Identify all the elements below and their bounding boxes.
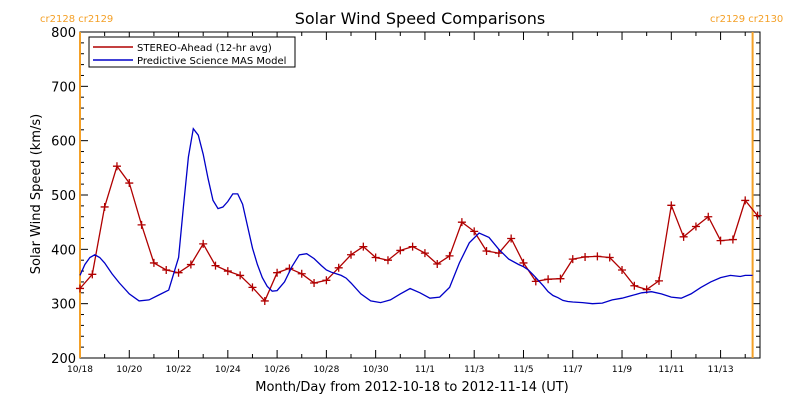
- data-point-stereo: [544, 275, 553, 284]
- x-tick-label: 11/9: [612, 365, 632, 375]
- data-point-stereo: [507, 234, 516, 243]
- x-tick-label: 10/26: [264, 365, 290, 375]
- data-point-stereo: [137, 220, 146, 229]
- x-tick-label: 11/7: [563, 365, 583, 375]
- y-tick-label: 400: [51, 243, 76, 258]
- series-line-mas: [79, 127, 753, 305]
- x-tick-label: 10/30: [363, 365, 389, 375]
- data-point-stereo: [359, 242, 368, 251]
- data-point-stereo: [347, 250, 356, 259]
- data-point-stereo: [162, 265, 171, 274]
- data-point-stereo: [470, 227, 479, 236]
- data-point-stereo: [519, 258, 528, 267]
- data-point-stereo: [334, 263, 343, 272]
- legend-label-stereo: STEREO-Ahead (12-hr avg): [137, 43, 272, 54]
- data-point-stereo: [679, 232, 688, 241]
- data-point-stereo: [457, 218, 466, 227]
- data-point-stereo: [704, 212, 713, 221]
- data-point-stereo: [408, 242, 417, 251]
- data-point-stereo: [100, 202, 109, 211]
- data-point-stereo: [396, 246, 405, 255]
- y-tick-label: 200: [51, 352, 76, 367]
- data-point-stereo: [383, 256, 392, 265]
- data-point-stereo: [581, 252, 590, 261]
- data-point-stereo: [260, 296, 269, 305]
- data-point-stereo: [149, 258, 158, 267]
- x-tick-label: 10/18: [67, 365, 93, 375]
- plot-area: 200 300 400 500 600 700 800 10/18 10/20 10/22 10/2…: [40, 14, 783, 375]
- data-point-stereo: [482, 246, 491, 255]
- data-point-stereo: [654, 276, 663, 285]
- data-point-stereo: [593, 252, 602, 261]
- x-tick-label: 11/5: [513, 365, 533, 375]
- data-point-stereo: [310, 279, 319, 288]
- data-point-stereo: [618, 265, 627, 274]
- data-point-stereo: [248, 283, 257, 292]
- data-point-stereo: [630, 281, 639, 290]
- data-point-stereo: [211, 261, 220, 270]
- y-axis-title: Solar Wind Speed (km/s): [29, 114, 44, 274]
- data-point-stereo: [741, 196, 750, 205]
- chart-title: Solar Wind Speed Comparisons: [295, 9, 546, 28]
- series-line-stereo: [79, 164, 759, 303]
- data-point-stereo: [371, 253, 380, 262]
- y-tick-label: 800: [51, 26, 76, 41]
- data-point-stereo: [199, 239, 208, 248]
- data-point-stereo: [112, 162, 121, 171]
- data-point-stereo: [420, 249, 429, 258]
- data-point-stereo: [88, 270, 97, 279]
- data-point-stereo: [728, 235, 737, 244]
- data-point-stereo: [716, 236, 725, 245]
- data-point-stereo: [322, 276, 331, 285]
- x-tick-label: 11/11: [658, 365, 684, 375]
- carrington-boundary-label: cr2128 cr2129: [40, 14, 113, 25]
- x-tick-label: 10/22: [166, 365, 192, 375]
- data-point-stereo: [174, 268, 183, 277]
- data-point-stereo: [556, 274, 565, 283]
- data-point-stereo: [186, 260, 195, 269]
- data-point-stereo: [433, 260, 442, 269]
- x-tick-label: 11/1: [415, 365, 435, 375]
- data-point-stereo: [236, 271, 245, 280]
- data-point-stereo: [445, 251, 454, 260]
- x-tick-label: 10/20: [116, 365, 142, 375]
- data-point-stereo: [273, 268, 282, 277]
- legend-label-mas: Predictive Science MAS Model: [137, 56, 286, 67]
- data-point-stereo: [667, 201, 676, 210]
- data-point-stereo: [568, 255, 577, 264]
- data-point-stereo: [753, 211, 762, 220]
- legend-box: [88, 36, 296, 68]
- y-tick-label: 500: [51, 189, 76, 204]
- data-point-stereo: [297, 269, 306, 278]
- data-point-stereo: [76, 284, 84, 293]
- carrington-boundary-label: cr2129 cr2130: [710, 14, 783, 25]
- x-tick-label: 10/28: [313, 365, 339, 375]
- data-point-stereo: [605, 253, 614, 262]
- x-tick-label: 11/3: [464, 365, 484, 375]
- y-tick-label: 300: [51, 298, 76, 313]
- data-point-stereo: [125, 179, 134, 188]
- data-point-stereo: [494, 249, 503, 258]
- x-axis-title: Month/Day from 2012-10-18 to 2012-11-14 …: [255, 380, 568, 395]
- legend: STEREO-Ahead (12-hr avg) Predictive Scie…: [88, 36, 296, 68]
- y-tick-label: 700: [51, 80, 76, 95]
- x-tick-label: 10/24: [215, 365, 241, 375]
- data-point-stereo: [223, 267, 232, 276]
- x-tick-label: 11/13: [708, 365, 734, 375]
- data-point-stereo: [691, 222, 700, 231]
- y-tick-label: 600: [51, 135, 76, 150]
